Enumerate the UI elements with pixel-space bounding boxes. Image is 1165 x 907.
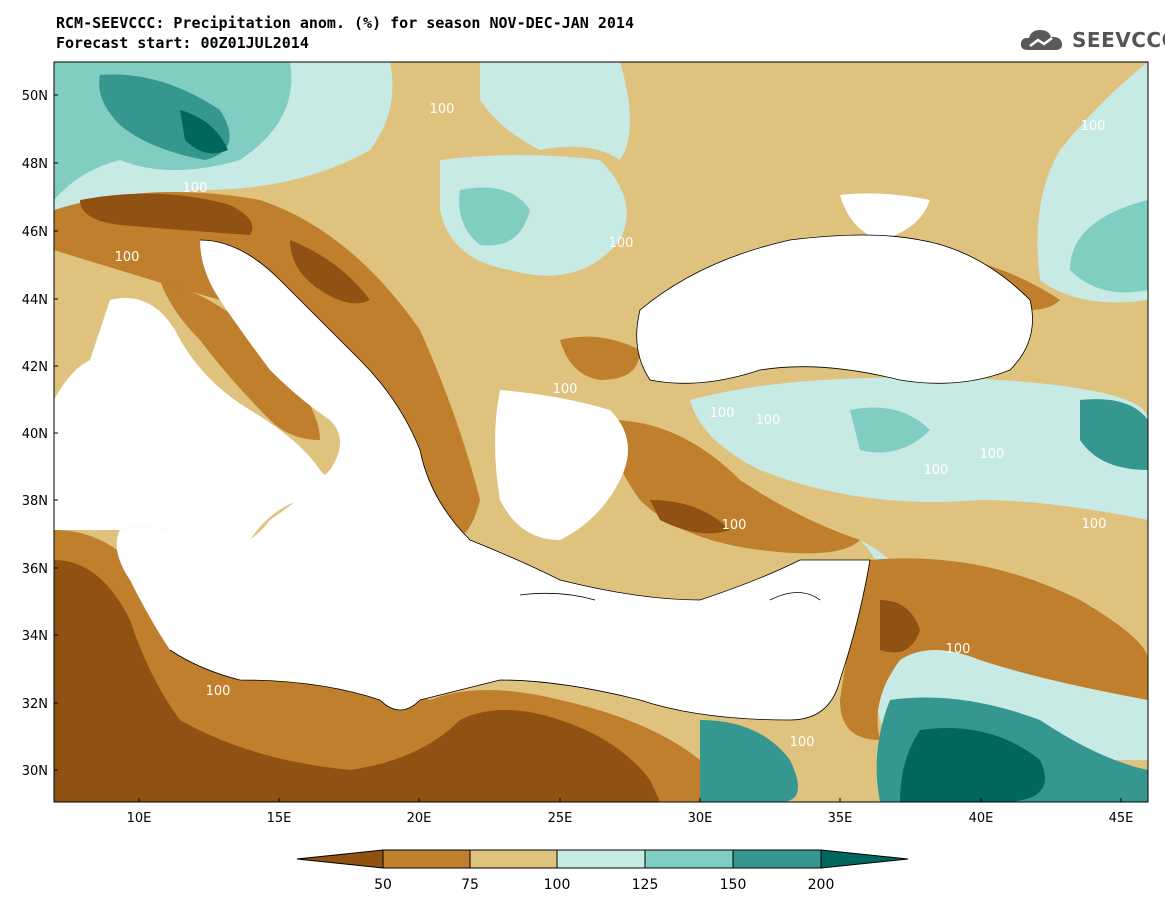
colorbar-label: 100 xyxy=(544,877,571,893)
aegean-sea xyxy=(495,390,628,540)
cloud-icon xyxy=(1020,30,1063,50)
colorbar-label: 150 xyxy=(720,877,747,893)
contour-label: 100 xyxy=(1081,119,1106,134)
contour-label: 100 xyxy=(183,181,208,196)
contour-label: 100 xyxy=(1082,517,1107,532)
contour-label: 100 xyxy=(790,735,815,750)
contour-label: 100 xyxy=(710,406,735,421)
lat-tick: 36N xyxy=(22,562,48,577)
contour-label: 100 xyxy=(609,236,634,251)
map-field xyxy=(54,62,1148,802)
contour-label: 100 xyxy=(924,463,949,478)
colorbar-bin-50-75 xyxy=(383,850,470,868)
lat-tick: 50N xyxy=(22,89,48,104)
contour-label: 100 xyxy=(980,447,1005,462)
lat-labels: 50N 48N 46N 44N 42N 40N 38N 36N 34N 32N … xyxy=(22,89,48,779)
colorbar-label: 200 xyxy=(808,877,835,893)
field-turkey-wet xyxy=(690,377,1148,520)
sea-of-azov xyxy=(840,193,930,240)
lon-tick: 45E xyxy=(1109,811,1134,826)
lat-tick: 46N xyxy=(22,225,48,240)
lon-tick: 25E xyxy=(548,811,573,826)
lon-tick: 15E xyxy=(267,811,292,826)
colorbar-label: 125 xyxy=(632,877,659,893)
black-sea xyxy=(636,235,1033,384)
colorbar-bin-100-125 xyxy=(557,850,645,868)
lon-tick: 40E xyxy=(969,811,994,826)
contour-labels: 100 100 100 100 100 100 100 100 100 100 … xyxy=(87,102,1107,750)
seevccc-logo: SEEVCCC xyxy=(1018,25,1165,55)
field-levant-dry xyxy=(840,558,1148,740)
colorbar-label: 75 xyxy=(461,877,479,893)
contour-label: 100 xyxy=(946,642,971,657)
tyrrhenian-sea xyxy=(54,298,327,550)
forecast-start: Forecast start: 00Z01JUL2014 xyxy=(56,34,309,52)
coastlines xyxy=(169,234,1033,721)
colorbar-bin-below-50 xyxy=(297,850,383,868)
contour-label: 100 xyxy=(115,250,140,265)
lon-tick: 30E xyxy=(688,811,713,826)
contour-label: 100 xyxy=(206,684,231,699)
contour-label: 100 xyxy=(553,382,578,397)
axis-ticks xyxy=(54,94,1122,802)
lon-tick: 10E xyxy=(127,811,152,826)
mediterranean-sea xyxy=(116,240,870,720)
lon-labels: 10E 15E 20E 25E 30E 35E 40E 45E xyxy=(127,811,1134,826)
contour-label: 100 xyxy=(756,413,781,428)
logo-text: SEEVCCC xyxy=(1072,28,1165,52)
lat-tick: 48N xyxy=(22,157,48,172)
lon-tick: 20E xyxy=(407,811,432,826)
contour-label: 100 xyxy=(722,518,747,533)
colorbar-bin-125-150 xyxy=(645,850,733,868)
lat-tick: 38N xyxy=(22,494,48,509)
lat-tick: 30N xyxy=(22,764,48,779)
lat-tick: 44N xyxy=(22,293,48,308)
colorbar-label: 50 xyxy=(374,877,392,893)
lat-tick: 32N xyxy=(22,697,48,712)
field-romania-wet xyxy=(440,155,627,276)
contour-label: 100 xyxy=(430,102,455,117)
lat-tick: 42N xyxy=(22,360,48,375)
lat-tick: 34N xyxy=(22,629,48,644)
contour-label: 100 xyxy=(240,494,265,509)
lat-tick: 40N xyxy=(22,427,48,442)
lon-tick: 35E xyxy=(828,811,853,826)
colorbar-bin-75-100 xyxy=(470,850,557,868)
field-italy-dry xyxy=(160,280,320,440)
map-title: RCM-SEEVCCC: Precipitation anom. (%) for… xyxy=(56,14,634,32)
colorbar-bin-150-200 xyxy=(733,850,821,868)
map-frame xyxy=(53,61,1149,803)
colorbar-bin-above-200 xyxy=(821,850,908,868)
colorbar: 50 75 100 125 150 200 xyxy=(296,849,909,893)
contour-label: 100 xyxy=(87,404,112,419)
field-balkans-dry xyxy=(54,192,480,540)
